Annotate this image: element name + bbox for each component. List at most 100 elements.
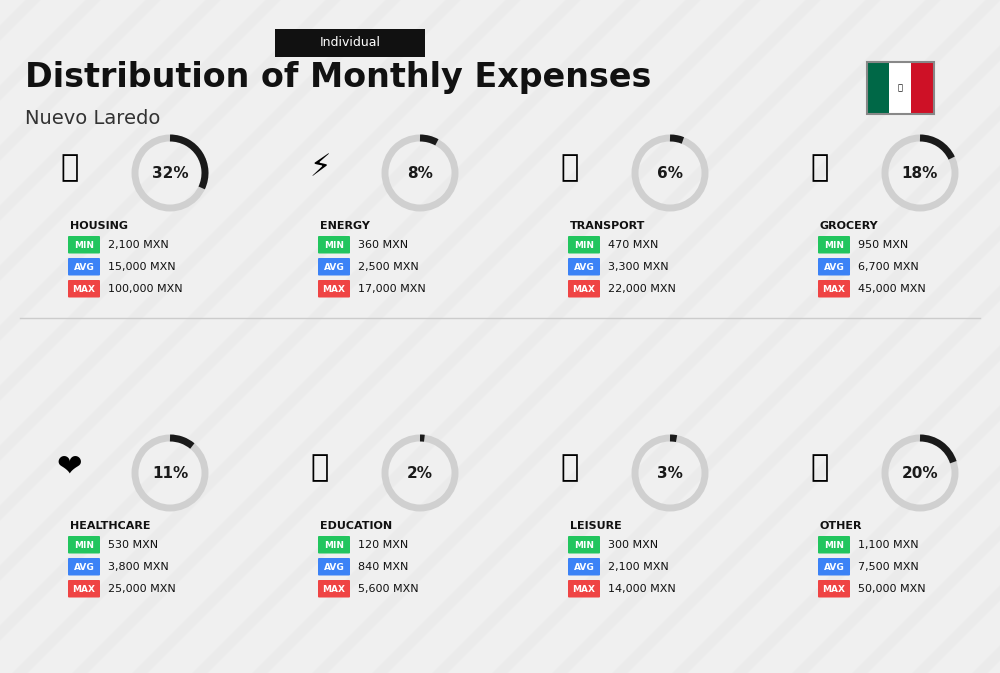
Text: 7,500 MXN: 7,500 MXN (858, 562, 919, 572)
Text: AVG: AVG (324, 563, 344, 571)
Text: ENERGY: ENERGY (320, 221, 370, 231)
Text: Nuevo Laredo: Nuevo Laredo (25, 108, 160, 127)
Text: 22,000 MXN: 22,000 MXN (608, 284, 676, 294)
FancyBboxPatch shape (818, 558, 850, 575)
Text: 18%: 18% (902, 166, 938, 180)
Text: 14,000 MXN: 14,000 MXN (608, 584, 676, 594)
Text: EDUCATION: EDUCATION (320, 521, 392, 531)
Text: 🛒: 🛒 (811, 153, 829, 182)
Text: 300 MXN: 300 MXN (608, 540, 658, 550)
Text: 15,000 MXN: 15,000 MXN (108, 262, 176, 272)
Text: MAX: MAX (572, 584, 596, 594)
FancyBboxPatch shape (318, 558, 350, 575)
Text: 🎓: 🎓 (311, 454, 329, 483)
Text: TRANSPORT: TRANSPORT (570, 221, 645, 231)
Text: MIN: MIN (74, 540, 94, 549)
FancyBboxPatch shape (889, 63, 911, 113)
Text: 3,800 MXN: 3,800 MXN (108, 562, 169, 572)
Text: 950 MXN: 950 MXN (858, 240, 908, 250)
FancyBboxPatch shape (818, 236, 850, 254)
Text: 6,700 MXN: 6,700 MXN (858, 262, 919, 272)
FancyBboxPatch shape (568, 558, 600, 575)
Text: MAX: MAX (572, 285, 596, 293)
Text: 6%: 6% (657, 166, 683, 180)
Text: 3%: 3% (657, 466, 683, 481)
Text: 100,000 MXN: 100,000 MXN (108, 284, 183, 294)
FancyBboxPatch shape (318, 280, 350, 297)
FancyBboxPatch shape (568, 580, 600, 598)
FancyBboxPatch shape (568, 280, 600, 297)
FancyBboxPatch shape (868, 63, 889, 113)
Text: MAX: MAX (323, 285, 346, 293)
FancyBboxPatch shape (318, 580, 350, 598)
Text: AVG: AVG (74, 563, 94, 571)
Text: 530 MXN: 530 MXN (108, 540, 158, 550)
Text: 120 MXN: 120 MXN (358, 540, 408, 550)
Text: MAX: MAX (822, 285, 846, 293)
FancyBboxPatch shape (68, 536, 100, 553)
FancyBboxPatch shape (275, 29, 425, 57)
FancyBboxPatch shape (68, 580, 100, 598)
Text: MIN: MIN (324, 240, 344, 250)
Text: 360 MXN: 360 MXN (358, 240, 408, 250)
FancyBboxPatch shape (318, 258, 350, 275)
FancyBboxPatch shape (818, 536, 850, 553)
Text: 840 MXN: 840 MXN (358, 562, 408, 572)
Text: 2,100 MXN: 2,100 MXN (108, 240, 169, 250)
Text: MAX: MAX (72, 285, 96, 293)
Text: 💰: 💰 (811, 454, 829, 483)
Text: Distribution of Monthly Expenses: Distribution of Monthly Expenses (25, 61, 651, 94)
FancyBboxPatch shape (818, 280, 850, 297)
Text: 2,500 MXN: 2,500 MXN (358, 262, 419, 272)
FancyBboxPatch shape (68, 236, 100, 254)
Text: 🦅: 🦅 (898, 83, 902, 92)
Text: 25,000 MXN: 25,000 MXN (108, 584, 176, 594)
Text: MAX: MAX (72, 584, 96, 594)
FancyBboxPatch shape (818, 580, 850, 598)
Text: 🏢: 🏢 (61, 153, 79, 182)
Text: AVG: AVG (824, 262, 844, 271)
Text: AVG: AVG (74, 262, 94, 271)
Text: AVG: AVG (824, 563, 844, 571)
Text: AVG: AVG (574, 563, 594, 571)
Text: MIN: MIN (574, 240, 594, 250)
Text: AVG: AVG (574, 262, 594, 271)
FancyBboxPatch shape (68, 258, 100, 275)
FancyBboxPatch shape (68, 558, 100, 575)
Text: LEISURE: LEISURE (570, 521, 622, 531)
Text: HOUSING: HOUSING (70, 221, 128, 231)
Text: 3,300 MXN: 3,300 MXN (608, 262, 669, 272)
Text: HEALTHCARE: HEALTHCARE (70, 521, 150, 531)
Text: 1,100 MXN: 1,100 MXN (858, 540, 919, 550)
Text: Individual: Individual (320, 36, 380, 48)
Text: MAX: MAX (822, 584, 846, 594)
Text: MIN: MIN (824, 240, 844, 250)
Text: 32%: 32% (152, 166, 188, 180)
Text: AVG: AVG (324, 262, 344, 271)
Text: 11%: 11% (152, 466, 188, 481)
Text: 8%: 8% (407, 166, 433, 180)
Text: MIN: MIN (74, 240, 94, 250)
Text: 🛍️: 🛍️ (561, 454, 579, 483)
Text: 470 MXN: 470 MXN (608, 240, 658, 250)
Text: 2,100 MXN: 2,100 MXN (608, 562, 669, 572)
Text: 5,600 MXN: 5,600 MXN (358, 584, 419, 594)
Text: MAX: MAX (323, 584, 346, 594)
FancyBboxPatch shape (318, 536, 350, 553)
Text: MIN: MIN (824, 540, 844, 549)
FancyBboxPatch shape (911, 63, 933, 113)
Text: 20%: 20% (902, 466, 938, 481)
Text: ❤️: ❤️ (57, 454, 83, 483)
FancyBboxPatch shape (68, 280, 100, 297)
Text: 45,000 MXN: 45,000 MXN (858, 284, 926, 294)
Text: GROCERY: GROCERY (820, 221, 879, 231)
Text: MIN: MIN (324, 540, 344, 549)
Text: MIN: MIN (574, 540, 594, 549)
Text: 🚌: 🚌 (561, 153, 579, 182)
Text: 50,000 MXN: 50,000 MXN (858, 584, 926, 594)
Text: ⚡: ⚡ (309, 153, 331, 182)
Text: 2%: 2% (407, 466, 433, 481)
Text: 17,000 MXN: 17,000 MXN (358, 284, 426, 294)
Text: OTHER: OTHER (820, 521, 862, 531)
FancyBboxPatch shape (568, 236, 600, 254)
